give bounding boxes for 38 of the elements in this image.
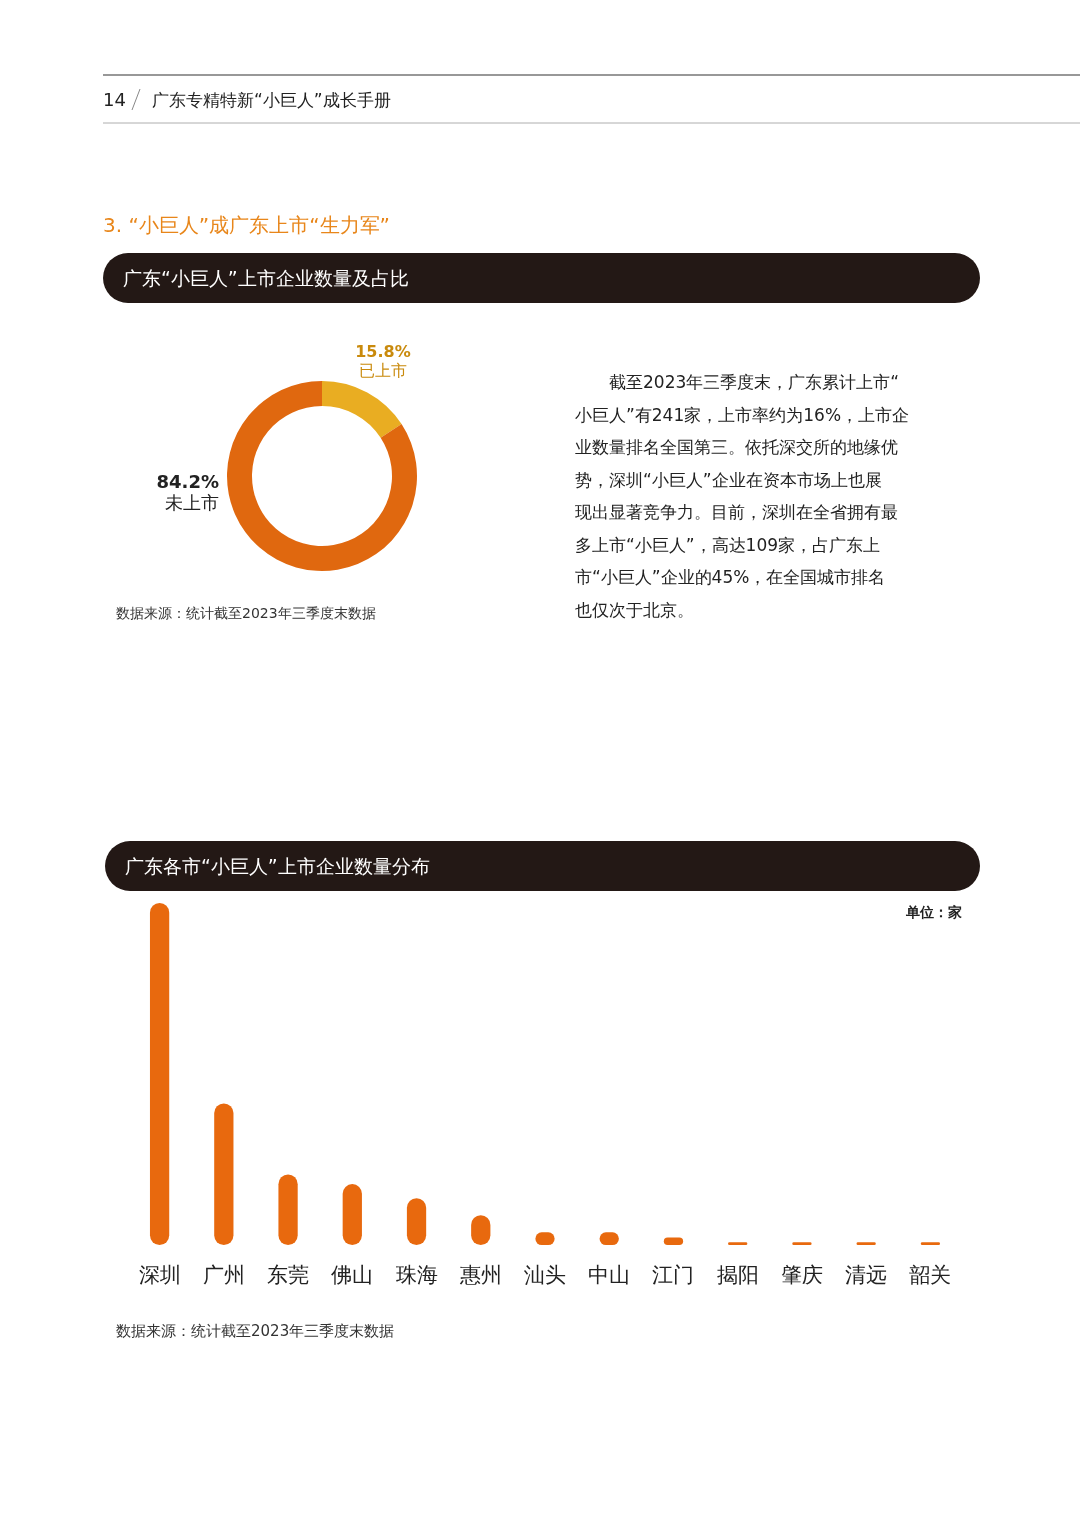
bar xyxy=(663,1237,684,1245)
x-tick-label: 韶关 xyxy=(909,1263,952,1287)
x-tick-label: 佛山 xyxy=(331,1263,374,1287)
x-tick-label: 汕头 xyxy=(524,1263,566,1287)
slice-label: 未上市 xyxy=(165,492,219,513)
bar xyxy=(792,1242,812,1245)
x-tick-label: 中山 xyxy=(588,1263,631,1287)
bar xyxy=(278,1174,298,1245)
chart-title: 广东“小巨人”上市企业数量及占比 xyxy=(123,267,409,289)
bar xyxy=(856,1242,876,1245)
bar xyxy=(406,1198,427,1245)
donut-slice xyxy=(227,381,417,571)
x-tick-label: 广州 xyxy=(202,1263,245,1287)
x-tick-label: 东莞 xyxy=(267,1263,310,1287)
source-note: 数据来源：统计截至2023年三季度末数据 xyxy=(116,605,376,621)
x-tick-label: 肇庆 xyxy=(780,1263,823,1287)
bar xyxy=(920,1242,941,1245)
x-tick-label: 清远 xyxy=(845,1263,888,1287)
text: 3. “小巨人”成广东上市“生力军” xyxy=(103,213,390,237)
x-tick-label: 江门 xyxy=(652,1263,695,1287)
source-note: 数据来源：统计截至2023年三季度末数据 xyxy=(116,1322,395,1340)
x-tick-label: 揭阳 xyxy=(716,1263,759,1287)
x-tick-label: 珠海 xyxy=(395,1263,438,1287)
bar xyxy=(342,1184,362,1245)
slice-label: 已上市 xyxy=(358,361,407,381)
donut-slice xyxy=(322,381,402,438)
bar xyxy=(728,1242,748,1245)
text: 广东专精特新“小巨人”成长手册 xyxy=(152,90,391,110)
data-label: 15.8% xyxy=(355,342,411,362)
text: 截至2023年三季度末，广东累计上市“小巨人”有241家，上市率约为16%，上市企业数量排名全国第三。依托深交所的地缘优势，深圳“小巨人”企业在资本市场上也展现出显著竞争力。目前，深圳在全省拥有最多上市“小巨人”，高达109家，占广东上市“小巨人”企业的45%，在全国城市排名也仅次于北京。 xyxy=(575,372,910,620)
x-tick-label: 惠州 xyxy=(458,1263,502,1287)
bar xyxy=(214,1103,234,1245)
bar xyxy=(149,903,170,1245)
annotation: 单位：家 xyxy=(905,904,962,920)
x-tick-label: 深圳 xyxy=(138,1263,181,1287)
chart-title: 广东各市“小巨人”上市企业数量分布 xyxy=(125,855,430,877)
data-label: 84.2% xyxy=(156,471,219,492)
text: 14 xyxy=(103,89,126,110)
